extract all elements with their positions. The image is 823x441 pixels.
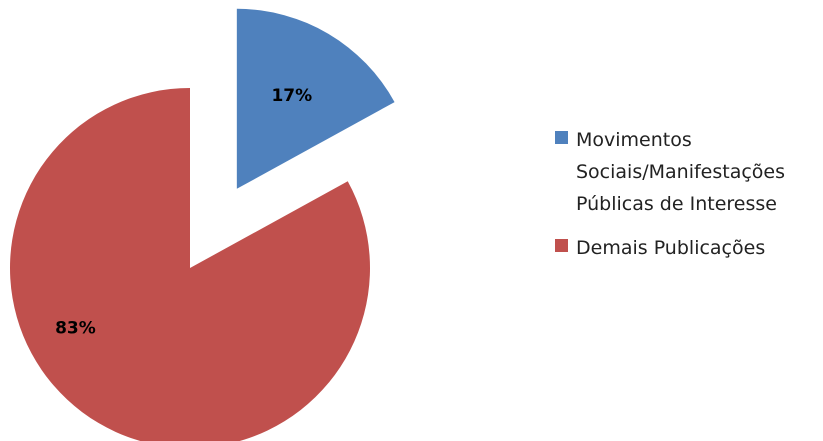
pie-slice: [236, 8, 395, 189]
legend-swatch: [555, 131, 568, 144]
legend: Movimentos Sociais/Manifestações Pública…: [555, 124, 815, 276]
legend-entry: Demais Publicações: [555, 232, 815, 264]
legend-swatch: [555, 239, 568, 252]
value-label: 83%: [55, 319, 96, 339]
legend-label: Demais Publicações: [576, 237, 766, 259]
pie-slice: [10, 88, 370, 441]
legend-entry: Movimentos Sociais/Manifestações Pública…: [555, 124, 815, 220]
value-label: 17%: [271, 86, 312, 106]
legend-label: Movimentos Sociais/Manifestações Pública…: [576, 129, 786, 215]
